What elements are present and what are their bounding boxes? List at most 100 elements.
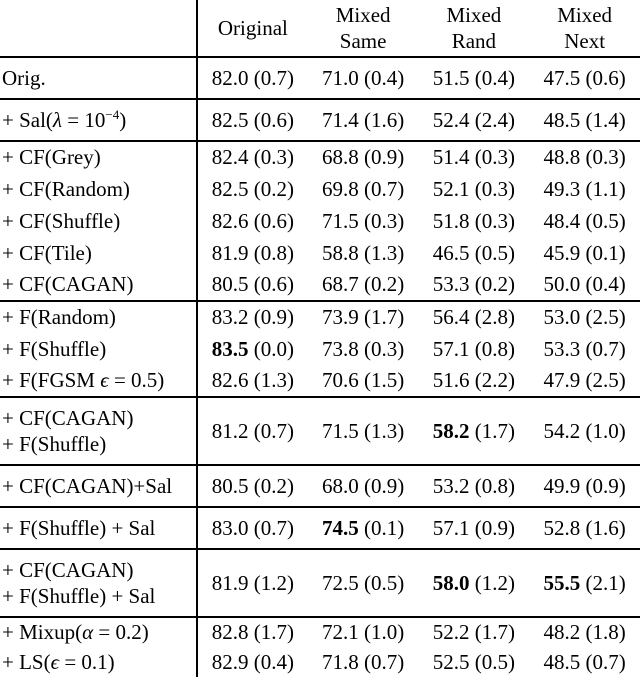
metric-cell: 54.2 (1.0) — [529, 396, 640, 465]
metric-value: 68.7 — [322, 272, 359, 297]
column-header-line: Mixed — [446, 2, 502, 27]
metric-cell: 68.8 (0.9) — [307, 140, 419, 173]
metric-std: (0.7) — [253, 515, 294, 540]
metric-cell: 82.0 (0.7) — [196, 57, 308, 99]
metric-std: (0.9) — [364, 145, 405, 170]
header-row: Original Mixed Same Mixed Rand Mixed Next — [0, 0, 640, 58]
metric-cell: 52.8 (1.6) — [529, 506, 640, 549]
metric-cell: 58.2 (1.7) — [418, 396, 530, 465]
label-text: + CF(CAGAN) — [2, 405, 134, 430]
metric-std: (0.4) — [364, 65, 405, 90]
metric-value: 46.5 — [432, 240, 470, 265]
metric-value: 51.8 — [432, 208, 470, 233]
metric-value: 57.1 — [432, 515, 470, 540]
table-row: + CF(Tile) 81.9 (0.8) 58.8 (1.3) 46.5 (0.5)… — [0, 237, 640, 269]
metric-cell: 82.6 (1.3) — [196, 365, 308, 397]
table-row: Orig. 82.0 (0.7) 71.0 (0.4) 51.5 (0.4) 47.5 … — [0, 57, 640, 99]
metric-value: 54.2 — [543, 418, 581, 443]
metric-cell: 52.5 (0.5) — [419, 647, 530, 677]
metric-value: 53.2 — [432, 473, 470, 498]
metric-std: (1.3) — [253, 368, 294, 393]
metric-std: (0.7) — [585, 649, 626, 674]
metric-std: (1.3) — [364, 240, 405, 265]
row-label: + F(Shuffle) + Sal — [0, 506, 197, 549]
row-group: + CF(CAGAN) + F(Shuffle) 81.2 (0.7) 71.5 (1… — [0, 396, 640, 465]
metric-std: (0.3) — [474, 176, 515, 201]
metric-std: (0.8) — [474, 473, 515, 498]
metric-cell: 53.2 (0.8) — [418, 464, 530, 507]
row-group: + Sal(λ = 10−4) 82.5 (0.6) 71.4 (1.6) 52.4 … — [0, 98, 640, 141]
table-row: + CF(Shuffle) 82.6 (0.6) 71.5 (0.3) 51.8 (0… — [0, 205, 640, 237]
table-row: + LS(ϵ = 0.1) 82.9 (0.4) 71.8 (0.7) 52.5 (0… — [0, 647, 640, 677]
metric-std: (1.0) — [585, 418, 626, 443]
metric-value: 48.2 — [543, 620, 581, 645]
label-text: + CF(CAGAN)+Sal — [2, 473, 173, 498]
metric-cell: 51.8 (0.3) — [419, 205, 530, 237]
metric-cell: 71.4 (1.6) — [307, 98, 419, 141]
column-header-mixed-next: Mixed Next — [529, 0, 640, 58]
metric-std: (0.3) — [364, 336, 405, 361]
metric-std: (0.2) — [253, 473, 294, 498]
metric-std: (1.5) — [364, 368, 405, 393]
metric-cell: 49.3 (1.1) — [529, 173, 640, 205]
metric-std: (0.9) — [585, 473, 626, 498]
metric-cell: 55.5 (2.1) — [529, 548, 640, 617]
table-header: Original Mixed Same Mixed Rand Mixed Next — [0, 0, 640, 58]
label-text: + CF(CAGAN) — [2, 272, 134, 297]
metric-value: 82.5 — [211, 107, 249, 132]
metric-value: 57.1 — [432, 336, 470, 361]
metric-cell: 82.8 (1.7) — [196, 616, 308, 647]
metric-value: 69.8 — [322, 176, 359, 201]
metric-cell: 81.2 (0.7) — [196, 396, 308, 465]
metric-cell: 81.9 (0.8) — [196, 237, 308, 269]
metric-cell: 71.5 (1.3) — [307, 396, 419, 465]
metric-value: 48.4 — [543, 208, 581, 233]
column-header-line: Next — [564, 29, 606, 53]
metric-cell: 48.5 (0.7) — [529, 647, 640, 677]
table-row: + CF(Random) 82.5 (0.2) 69.8 (0.7) 52.1 (0.… — [0, 173, 640, 205]
metric-std: (1.4) — [585, 107, 626, 132]
metric-value: 82.8 — [211, 620, 249, 645]
metric-cell: 52.4 (2.4) — [418, 98, 530, 141]
metric-std: (0.2) — [364, 272, 405, 297]
table-row: + CF(CAGAN)+Sal 80.5 (0.2) 68.0 (0.9) 53.2 … — [0, 464, 640, 507]
label-text: = 0.1) — [59, 649, 115, 674]
metric-cell: 48.8 (0.3) — [529, 140, 640, 173]
row-label: + CF(CAGAN) + F(Shuffle) — [0, 396, 197, 465]
metric-std: (0.3) — [474, 208, 515, 233]
metric-std: (0.5) — [474, 649, 515, 674]
metric-std: (1.2) — [474, 570, 515, 595]
metric-cell: 71.8 (0.7) — [308, 647, 419, 677]
metric-value: 82.6 — [211, 208, 249, 233]
metric-cell: 82.5 (0.6) — [196, 98, 308, 141]
metric-cell: 73.8 (0.3) — [308, 333, 419, 365]
metric-cell: 68.7 (0.2) — [308, 269, 419, 301]
row-label: + Sal(λ = 10−4) — [0, 98, 197, 141]
column-header-line: Original — [217, 15, 288, 40]
metric-value: 58.2 — [432, 418, 470, 443]
metric-cell: 47.5 (0.6) — [529, 57, 640, 99]
metric-cell: 80.5 (0.6) — [196, 269, 308, 301]
metric-cell: 48.2 (1.8) — [529, 616, 640, 647]
label-text: + CF(Grey) — [2, 145, 101, 170]
metric-cell: 73.9 (1.7) — [307, 300, 419, 333]
metric-cell: 80.5 (0.2) — [196, 464, 308, 507]
row-label: + CF(Shuffle) — [0, 205, 197, 237]
metric-cell: 48.5 (1.4) — [529, 98, 640, 141]
table-row: + CF(CAGAN) + F(Shuffle) 81.2 (0.7) 71.5 (1… — [0, 396, 640, 465]
metric-value: 48.8 — [543, 145, 581, 170]
metric-std: (0.7) — [364, 176, 405, 201]
metric-cell: 52.1 (0.3) — [419, 173, 530, 205]
column-header-mixed-rand: Mixed Rand — [418, 0, 530, 58]
metric-cell: 53.0 (2.5) — [529, 300, 640, 333]
metric-std: (0.8) — [474, 336, 515, 361]
row-group: + CF(CAGAN) + F(Shuffle) + Sal 81.9 (1.2) 7… — [0, 548, 640, 617]
row-label: + Mixup(α = 0.2) — [0, 616, 197, 647]
metric-value: 72.5 — [322, 570, 359, 595]
metric-cell: 70.6 (1.5) — [308, 365, 419, 397]
column-header-line: Mixed — [557, 2, 613, 27]
metric-std: (0.8) — [253, 240, 294, 265]
label-text: + CF(Shuffle) — [2, 208, 121, 233]
metric-cell: 50.0 (0.4) — [529, 269, 640, 301]
